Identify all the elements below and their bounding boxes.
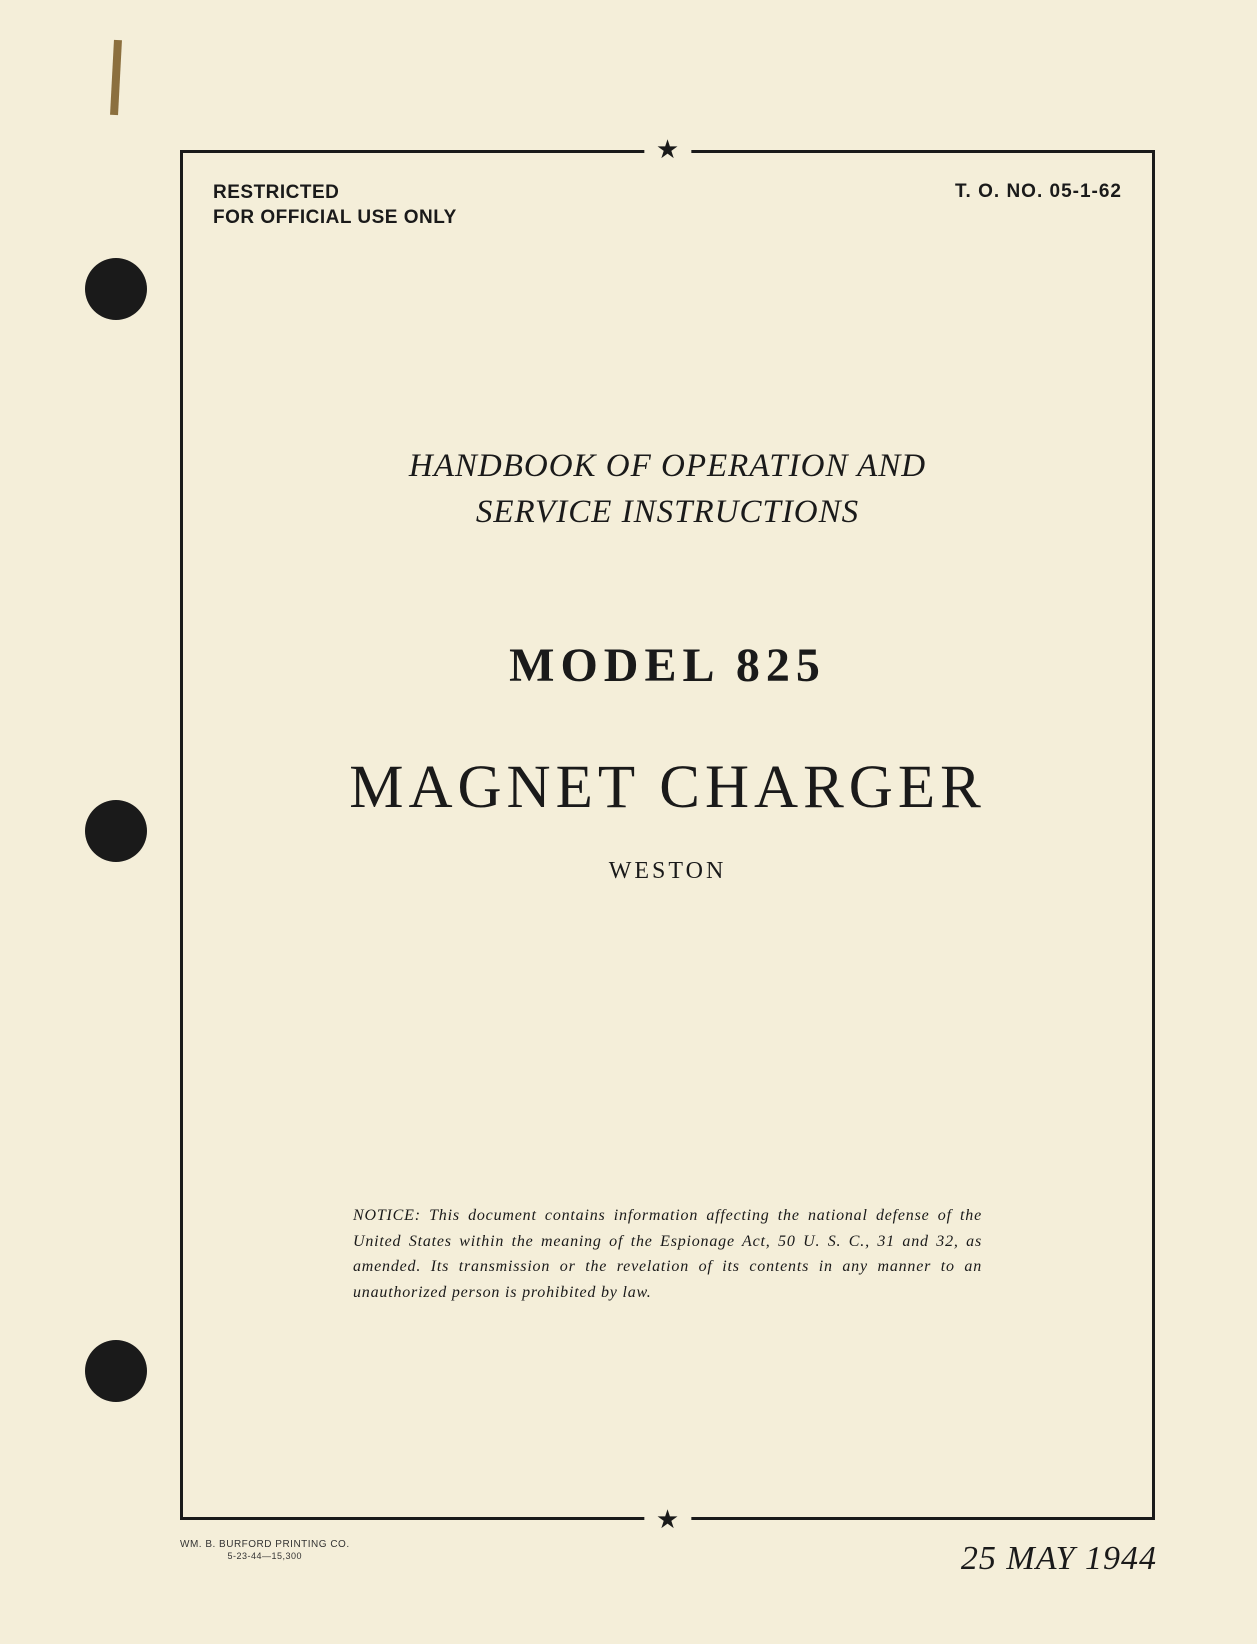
star-ornament-bottom: ★ [644,1505,691,1535]
notice-label: NOTICE: [353,1207,421,1224]
publication-date: 25 MAY 1944 [961,1540,1157,1578]
printer-details: 5-23-44—15,300 [180,1551,350,1563]
classification-line1: RESTRICTED [213,181,457,206]
document-subtitle: HANDBOOK OF OPERATION AND SERVICE INSTRU… [183,443,1152,535]
document-border: ★ ★ RESTRICTED FOR OFFICIAL USE ONLY T. … [180,150,1155,1520]
model-number: MODEL 825 [183,638,1152,693]
document-page: ★ ★ RESTRICTED FOR OFFICIAL USE ONLY T. … [0,0,1257,1644]
punch-hole-bottom [85,1340,147,1402]
printer-info: WM. B. BURFORD PRINTING CO. 5-23-44—15,3… [180,1538,350,1563]
printer-name: WM. B. BURFORD PRINTING CO. [180,1538,350,1551]
classification-label: RESTRICTED FOR OFFICIAL USE ONLY [213,181,457,230]
notice-text: This document contains information affec… [353,1207,982,1301]
technical-order-number: T. O. NO. 05-1-62 [955,181,1122,203]
main-title: MAGNET CHARGER [183,753,1152,823]
security-notice: NOTICE: This document contains informati… [353,1203,982,1305]
punch-hole-top [85,258,147,320]
subtitle-line1: HANDBOOK OF OPERATION AND [183,443,1152,489]
binding-damage-mark [110,40,122,115]
star-ornament-top: ★ [644,135,691,165]
subtitle-line2: SERVICE INSTRUCTIONS [183,489,1152,535]
manufacturer-name: WESTON [183,858,1152,885]
classification-line2: FOR OFFICIAL USE ONLY [213,206,457,231]
punch-hole-middle [85,800,147,862]
